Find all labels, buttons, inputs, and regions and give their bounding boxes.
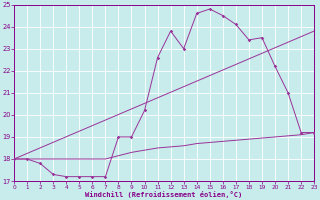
X-axis label: Windchill (Refroidissement éolien,°C): Windchill (Refroidissement éolien,°C): [85, 191, 243, 198]
